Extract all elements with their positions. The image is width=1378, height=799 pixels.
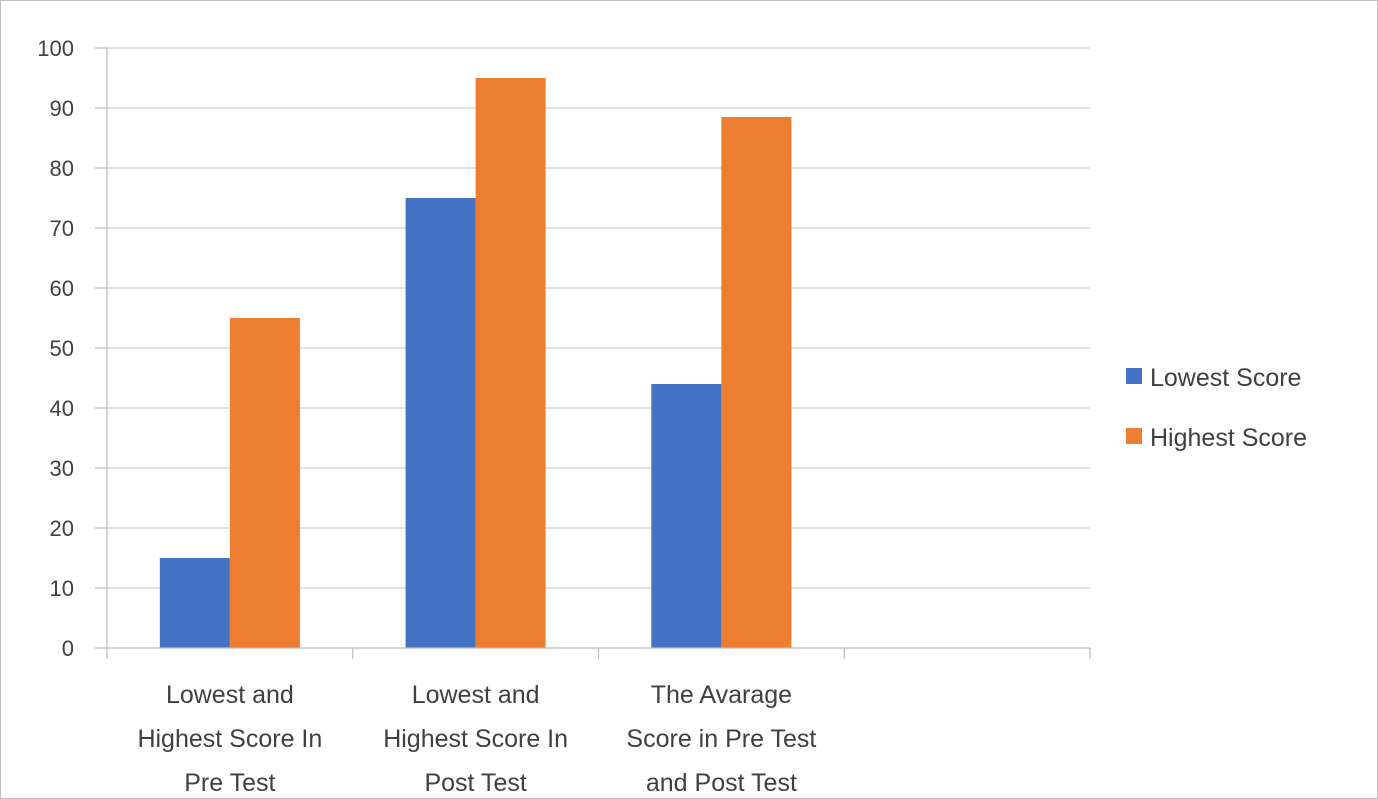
x-category-label: and Post Test: [646, 769, 797, 797]
legend: Lowest Score Highest Score: [1126, 364, 1307, 452]
bar-lowest-score: [405, 198, 476, 648]
bars: [159, 78, 792, 648]
y-tick-label: 0: [62, 636, 74, 661]
x-category-label: Lowest and: [166, 681, 294, 709]
bar-highest-score: [475, 78, 546, 648]
y-tick-label: 30: [50, 456, 74, 481]
x-category-label: Highest Score In: [137, 725, 322, 753]
y-tick-label: 40: [50, 396, 74, 421]
legend-label: Highest Score: [1150, 424, 1307, 452]
legend-label: Lowest Score: [1150, 364, 1301, 392]
category-labels: Lowest and Highest Score In Pre Test Lowest…: [137, 681, 816, 797]
legend-swatch: [1126, 368, 1142, 384]
y-tick-label: 90: [50, 96, 74, 121]
x-category-label: Pre Test: [184, 769, 275, 797]
y-tick-label: 100: [37, 36, 74, 61]
bar-highest-score: [721, 117, 792, 648]
bar-lowest-score: [159, 558, 230, 648]
x-category-label: Post Test: [424, 769, 526, 797]
y-tick-label: 20: [50, 516, 74, 541]
y-tick-label: 10: [50, 576, 74, 601]
x-category-label: The Avarage: [651, 681, 792, 709]
y-tick-label: 70: [50, 216, 74, 241]
y-tick-label: 80: [50, 156, 74, 181]
y-axis-ticks: 0 10 20 30 40 50 60 70 80 90 100: [37, 36, 108, 661]
bar-highest-score: [229, 318, 300, 648]
x-category-label: Highest Score In: [383, 725, 568, 753]
y-tick-label: 60: [50, 276, 74, 301]
x-category-label: Score in Pre Test: [626, 725, 816, 753]
x-category-label: Lowest and: [412, 681, 540, 709]
bar-lowest-score: [651, 384, 722, 648]
y-tick-label: 50: [50, 336, 74, 361]
x-axis: [106, 647, 1091, 659]
legend-swatch: [1126, 428, 1142, 444]
